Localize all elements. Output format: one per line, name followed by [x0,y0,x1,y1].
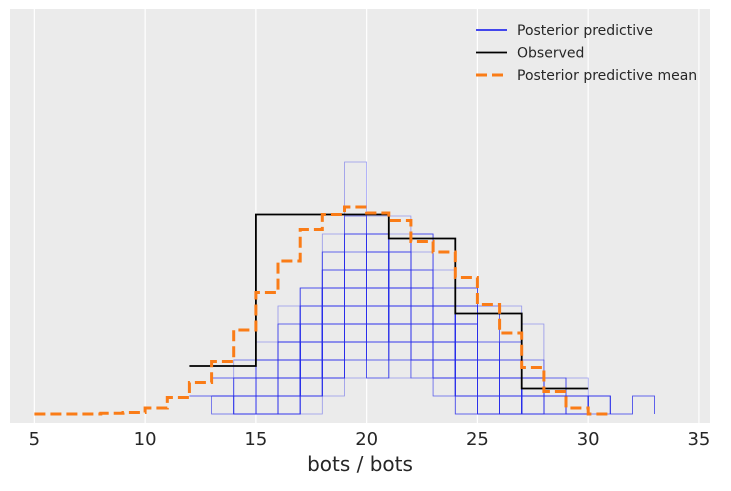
posterior-predictive-sample-39 [255,233,655,415]
plot-background [10,9,710,423]
x-tick-label-10: 10 [134,429,157,450]
legend: Posterior predictive Observed Posterior pr… [476,23,697,84]
x-axis-label: bots / bots [307,452,413,476]
posterior-predictive-sample-22 [211,233,545,415]
posterior-predictive-sample-4 [233,233,567,414]
posterior-predictive-sample-44 [255,251,545,414]
posterior-predictive-sample-20 [233,269,567,414]
x-tick-label-20: 20 [355,429,378,450]
posterior-predictive-sample-6 [233,251,500,414]
posterior-predictive-sample-34 [211,287,611,415]
posterior-predictive-sample-37 [255,287,523,415]
posterior-predictive-sample-58 [255,251,589,415]
posterior-predictive-sample-2 [211,269,523,414]
x-tick-label-30: 30 [577,429,600,450]
posterior-predictive-sample-55 [233,251,611,415]
posterior-predictive-sample-14 [211,215,589,415]
posterior-predictive-sample-23 [233,251,589,415]
posterior-predictive-sample-56 [255,215,567,415]
posterior-predictive-sample-0 [233,287,545,414]
posterior-predictive-sample-16 [233,215,545,415]
posterior-predictive-sample-1 [211,269,567,414]
posterior-predictive-sample-48 [233,269,545,414]
posterior-predictive-mean-group [34,205,611,416]
posterior-predictive-sample-25 [255,251,523,415]
x-tick-label-5: 5 [29,429,40,450]
x-tick-label-25: 25 [466,429,489,450]
posterior-predictive-sample-9 [233,161,523,415]
legend-label-0: Posterior predictive [517,23,653,39]
posterior-predictive-sample-15 [233,233,523,415]
posterior-predictive-sample-12 [255,269,545,415]
posterior-predictive-sample-59 [278,269,589,415]
posterior-predictive-sample-36 [233,287,567,415]
posterior-predictive-sample-19 [233,233,545,414]
posterior-predictive-sample-3 [211,305,589,415]
x-tick-label-15: 15 [244,429,267,450]
x-tick-label-35: 35 [687,429,710,450]
posterior-predictive-mean-line [34,205,611,416]
posterior-predictive-sample-7 [211,269,589,415]
posterior-predictive-sample-26 [233,251,545,415]
posterior-predictive-sample-17 [211,269,545,415]
posterior-predictive-sample-45 [189,251,611,415]
posterior-predictive-sample-13 [255,233,611,415]
posterior-predictive-sample-40 [255,215,567,415]
posterior-predictive-sample-53 [211,269,523,415]
posterior-predictive-sample-31 [211,269,500,415]
x-tick-labels: 5 10 15 20 25 30 35 [29,429,711,450]
posterior-predictive-sample-11 [233,233,523,414]
posterior-predictive-sample-8 [233,233,655,415]
posterior-predictive-sample-21 [233,269,545,415]
posterior-predictive-sample-32 [233,233,545,415]
posterior-predictive-sample-10 [255,251,523,414]
posterior-predictive-sample-50 [233,287,589,415]
posterior-predictive-sample-46 [211,233,545,415]
posterior-predictive-sample-35 [211,269,567,415]
posterior-predictive-sample-30 [233,233,545,415]
posterior-predictive-sample-43 [233,269,589,415]
posterior-predictive-sample-27 [233,233,545,415]
posterior-predictive-sample-57 [255,251,500,414]
posterior-predictive-sample-42 [255,251,567,415]
posterior-predictive-sample-41 [233,287,500,415]
posterior-predictive-sample-5 [255,287,523,414]
legend-label-1: Observed [517,46,584,62]
posterior-predictive-sample-51 [255,251,545,414]
posterior-predictive-sample-54 [211,251,567,415]
posterior-predictive-sample-47 [255,233,500,414]
posterior-predictive-sample-49 [211,269,589,415]
legend-label-2: Posterior predictive mean [517,68,697,84]
posterior-predictive-sample-24 [233,233,655,415]
posterior-predictive-sample-38 [189,287,567,415]
